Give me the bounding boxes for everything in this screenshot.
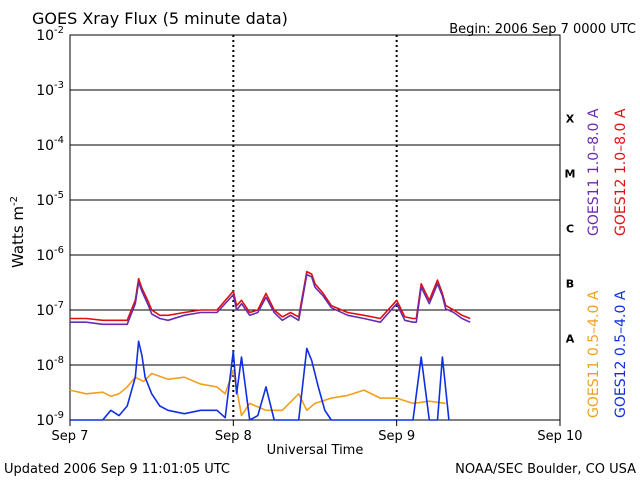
x-axis-label: Universal Time bbox=[267, 443, 364, 458]
x-tick-label: Sep 9 bbox=[378, 429, 415, 444]
grid-lines bbox=[70, 89, 560, 366]
chart-title: GOES Xray Flux (5 minute data) bbox=[32, 9, 288, 28]
y-tick-label: 10-8 bbox=[36, 355, 64, 374]
flare-class-label: B bbox=[566, 278, 574, 291]
x-tick-label: Sep 8 bbox=[215, 429, 252, 444]
y-tick-label: 10-9 bbox=[36, 410, 64, 429]
series-layer bbox=[69, 270, 471, 421]
series-line bbox=[70, 273, 471, 326]
legend-entry: GOES11 1.0–8.0 A bbox=[586, 108, 602, 236]
y-tick-label: 10-7 bbox=[36, 300, 64, 319]
source-credit: NOAA/SEC Boulder, CO USA bbox=[455, 462, 636, 477]
plot-frame bbox=[69, 34, 561, 421]
y-tick-label: 10-3 bbox=[36, 80, 64, 99]
y-axis-label: Watts m-2 bbox=[9, 196, 27, 268]
y-tick-label: 10-5 bbox=[36, 190, 64, 209]
x-tick-labels: Sep 7 Sep 8 Sep 9 Sep 10 bbox=[52, 420, 583, 444]
day-dividers bbox=[232, 35, 398, 420]
series-line bbox=[69, 369, 446, 417]
y-tick-label: 10-2 bbox=[36, 25, 64, 44]
svg-text:Watts m-2: Watts m-2 bbox=[9, 196, 27, 268]
plot-area bbox=[69, 34, 561, 421]
flare-class-label: M bbox=[565, 168, 576, 181]
legend-entry: GOES11 0.5–4.0 A bbox=[586, 290, 602, 418]
flare-class-label: A bbox=[566, 333, 575, 346]
begin-label: Begin: 2006 Sep 7 0000 UTC bbox=[449, 22, 636, 37]
updated-timestamp: Updated 2006 Sep 9 11:01:05 UTC bbox=[4, 462, 230, 477]
y-axis-label-exponent: -2 bbox=[9, 196, 20, 206]
legend-entry: GOES12 1.0–8.0 A bbox=[613, 108, 629, 236]
flare-class-labels: X M C B A bbox=[565, 113, 576, 346]
x-tick-label: Sep 7 bbox=[52, 429, 89, 444]
y-tick-label: 10-4 bbox=[36, 135, 64, 154]
legend-entry: GOES12 0.5–4.0 A bbox=[613, 290, 629, 418]
series-line bbox=[70, 340, 450, 421]
y-tick-label: 10-6 bbox=[36, 245, 64, 264]
series-line bbox=[70, 270, 471, 322]
flare-class-label: C bbox=[566, 223, 574, 236]
flare-class-label: X bbox=[566, 113, 575, 126]
y-tick-labels: 10-2 10-3 10-4 10-5 10-6 10-7 10-8 10-9 bbox=[36, 25, 64, 429]
x-tick-label: Sep 10 bbox=[537, 429, 582, 444]
legend: GOES11 1.0–8.0 A GOES12 1.0–8.0 A GOES11 0… bbox=[586, 108, 629, 418]
y-axis-label-main: Watts m bbox=[9, 206, 27, 268]
